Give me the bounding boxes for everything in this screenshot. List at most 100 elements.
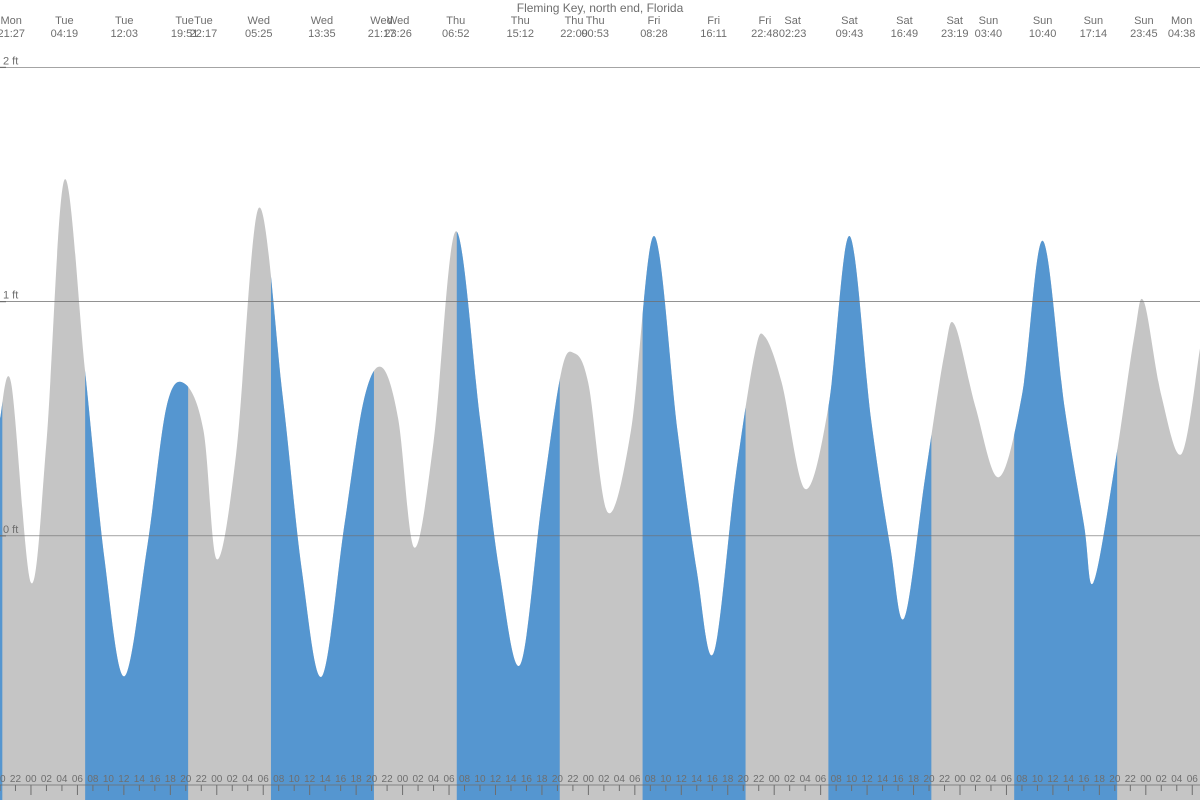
x-axis-label: 20 [552,774,564,785]
x-axis-label: 20 [923,774,935,785]
x-axis-label: 14 [1063,774,1075,785]
extreme-time-label: 22:17 [190,28,218,40]
x-axis-label: 00 [211,774,223,785]
extreme-time-label: 17:14 [1080,28,1108,40]
extreme-day-label: Thu [446,15,465,27]
tide-area [0,0,1200,800]
extreme-day-label: Mon [1,15,22,27]
extreme-day-label: Mon [1171,15,1192,27]
x-axis-label: 16 [1078,774,1090,785]
extreme-time-label: 23:19 [941,28,969,40]
tide-chart: 0 ft1 ft2 ftFleming Key, north end, Flor… [0,0,1200,800]
x-axis-label: 06 [72,774,84,785]
extreme-day-label: Sat [784,15,801,27]
extreme-time-label: 08:28 [640,28,668,40]
x-axis-label: 08 [1016,774,1028,785]
x-axis-label: 18 [722,774,734,785]
x-axis-label: 14 [320,774,332,785]
x-axis-label: 02 [1156,774,1168,785]
x-axis-label: 12 [862,774,874,785]
extreme-day-label: Tue [115,15,134,27]
extreme-day-label: Fri [648,15,661,27]
extreme-day-label: Wed [311,15,333,27]
x-axis-label: 06 [629,774,641,785]
extreme-time-label: 22:48 [751,28,779,40]
x-axis-label: 18 [536,774,548,785]
x-axis-label: 06 [1187,774,1199,785]
x-axis-label: 22 [10,774,22,785]
x-axis-label: 12 [304,774,316,785]
x-axis-label: 10 [474,774,486,785]
x-axis-label: 06 [815,774,827,785]
x-axis-label: 22 [939,774,951,785]
x-axis-label: 10 [1032,774,1044,785]
extreme-time-label: 05:25 [245,28,273,40]
x-axis-label: 08 [273,774,285,785]
x-axis-label: 12 [1047,774,1059,785]
extreme-day-label: Fri [707,15,720,27]
extreme-time-label: 06:52 [442,28,470,40]
extreme-day-label: Thu [586,15,605,27]
chart-title: Fleming Key, north end, Florida [517,1,684,15]
extreme-day-label: Tue [55,15,74,27]
x-axis-label: 08 [87,774,99,785]
x-axis-label: 02 [227,774,239,785]
x-axis-label: 20 [0,774,6,785]
extreme-time-label: 21:27 [0,28,25,40]
x-axis-label: 18 [908,774,920,785]
x-axis-label: 18 [351,774,363,785]
x-axis-label: 20 [1109,774,1121,785]
x-axis-label: 00 [583,774,595,785]
extreme-time-label: 03:40 [975,28,1003,40]
extreme-day-label: Sat [896,15,913,27]
x-axis-label: 16 [521,774,533,785]
extreme-time-label: 00:53 [581,28,609,40]
x-axis-label: 08 [831,774,843,785]
extreme-time-label: 13:35 [308,28,336,40]
x-axis-label: 20 [738,774,750,785]
x-axis-label: 08 [459,774,471,785]
extreme-time-label: 15:12 [506,28,534,40]
x-axis-label: 00 [25,774,37,785]
x-axis-label: 18 [165,774,177,785]
x-axis-label: 14 [505,774,517,785]
x-axis-label: 00 [1140,774,1152,785]
x-axis-label: 02 [598,774,610,785]
extreme-day-label: Tue [175,15,194,27]
x-axis-label: 20 [180,774,192,785]
x-axis-label: 00 [769,774,781,785]
x-axis-label: 10 [660,774,672,785]
x-axis-label: 04 [985,774,997,785]
extreme-time-label: 16:11 [700,28,727,40]
x-axis-label: 16 [893,774,905,785]
x-axis-label: 06 [1001,774,1013,785]
x-axis-label: 04 [1171,774,1183,785]
x-axis-label: 04 [614,774,626,785]
x-axis-label: 00 [954,774,966,785]
x-axis-label: 04 [800,774,812,785]
extreme-time-label: 04:38 [1168,28,1196,40]
y-axis-label: 1 ft [3,290,18,302]
x-axis-label: 04 [242,774,254,785]
x-axis-label: 14 [691,774,703,785]
extreme-time-label: 16:49 [891,28,919,40]
x-axis-label: 22 [196,774,208,785]
x-axis-label: 02 [970,774,982,785]
x-axis-label: 16 [335,774,347,785]
extreme-time-label: 02:23 [779,28,807,40]
x-axis-label: 02 [784,774,796,785]
x-axis-label: 12 [676,774,688,785]
x-axis-label: 22 [382,774,394,785]
x-axis-label: 16 [149,774,161,785]
extreme-day-label: Sun [1084,15,1104,27]
extreme-day-label: Fri [758,15,771,27]
x-axis-label: 14 [877,774,889,785]
x-axis-label: 02 [413,774,425,785]
extreme-day-label: Thu [511,15,530,27]
y-axis-label: 2 ft [3,55,18,67]
x-axis-label: 20 [366,774,378,785]
extreme-time-label: 10:40 [1029,28,1057,40]
x-axis-label: 10 [289,774,301,785]
x-axis-label: 02 [41,774,53,785]
extreme-day-label: Wed [248,15,270,27]
